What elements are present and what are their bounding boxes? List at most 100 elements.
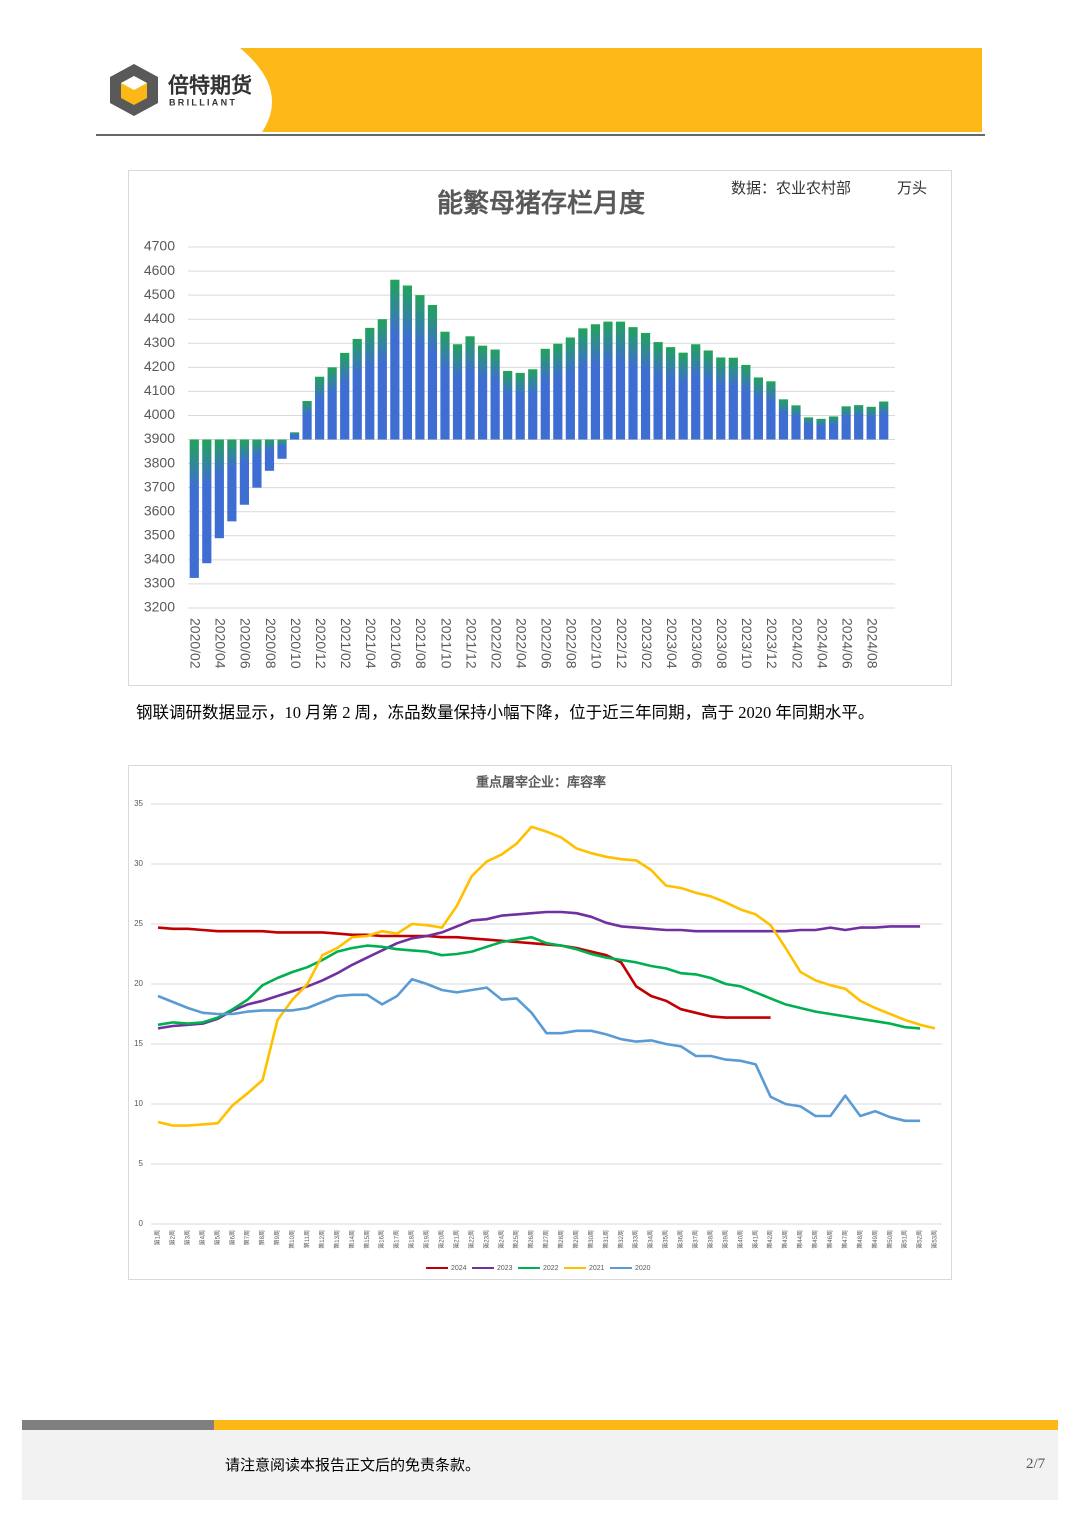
x-tick-label: 第47周 <box>841 1230 849 1249</box>
x-tick-label: 第18周 <box>408 1230 416 1249</box>
bar <box>402 285 412 440</box>
bar <box>289 432 300 440</box>
y-tick-label: 3400 <box>144 551 175 567</box>
y-tick-label: 4100 <box>144 382 175 398</box>
y-tick-label: 4700 <box>144 238 175 254</box>
line-series <box>157 977 921 1123</box>
bar <box>477 345 488 440</box>
bar <box>766 381 776 440</box>
header-band <box>240 48 982 132</box>
line-series <box>157 910 921 1030</box>
bar <box>803 417 814 440</box>
x-tick-label: 第25周 <box>512 1230 520 1249</box>
y-tick-label: 4500 <box>144 286 175 302</box>
x-tick-label: 第21周 <box>452 1230 460 1249</box>
x-tick-label: 第49周 <box>871 1230 879 1249</box>
x-tick-label: 2023/06 <box>689 618 705 669</box>
y-tick-label: 25 <box>134 919 143 928</box>
x-tick-label: 第20周 <box>437 1230 445 1249</box>
y-tick-label: 3600 <box>144 502 175 518</box>
y-tick-label: 5 <box>139 1159 144 1168</box>
bar <box>189 439 199 578</box>
x-tick-label: 2023/02 <box>639 618 655 669</box>
x-tick-label: 2022/06 <box>539 618 555 669</box>
x-tick-label: 第50周 <box>886 1230 894 1249</box>
chart-title: 重点屠宰企业：库容率 <box>476 774 606 789</box>
x-tick-label: 第13周 <box>333 1230 341 1249</box>
bar <box>678 352 688 440</box>
x-tick-label: 2020/04 <box>213 618 229 669</box>
bar <box>452 344 463 440</box>
footer-area <box>22 1430 1058 1500</box>
x-tick-label: 第51周 <box>901 1230 909 1249</box>
x-tick-label: 第28周 <box>557 1230 565 1249</box>
bar <box>653 342 663 440</box>
legend-label: 2021 <box>589 1265 605 1272</box>
footer-bar-gray <box>22 1420 214 1430</box>
x-tick-label: 第4周 <box>198 1230 206 1245</box>
x-tick-label: 第26周 <box>527 1230 535 1249</box>
x-tick-label: 第23周 <box>482 1230 490 1249</box>
bar <box>340 352 350 440</box>
chart-source: 数据：农业农村部 <box>731 180 851 197</box>
line-series <box>157 935 921 1030</box>
bar <box>277 439 287 459</box>
footer-notice: 请注意阅读本报告正文后的免责条款。 <box>225 1458 481 1474</box>
bar <box>640 332 651 440</box>
page-number: 2/7 <box>1026 1456 1046 1472</box>
x-tick-label: 2020/06 <box>238 618 254 669</box>
legend-label: 2024 <box>451 1265 467 1272</box>
x-tick-label: 第45周 <box>811 1230 819 1249</box>
x-tick-label: 2024/02 <box>789 618 805 669</box>
x-tick-label: 第11周 <box>303 1230 311 1248</box>
x-tick-label: 第27周 <box>542 1230 550 1249</box>
bar <box>315 376 325 440</box>
bar <box>503 370 513 440</box>
x-tick-label: 第1周 <box>154 1230 162 1245</box>
x-tick-label: 第8周 <box>258 1230 266 1245</box>
bar <box>553 343 563 440</box>
bar <box>879 401 889 440</box>
bar <box>465 336 475 440</box>
x-tick-label: 第42周 <box>766 1230 774 1249</box>
line-series <box>157 825 936 1127</box>
x-tick-label: 2021/08 <box>413 618 429 669</box>
x-tick-label: 2020/12 <box>313 618 329 669</box>
x-tick-label: 2023/08 <box>714 618 730 669</box>
y-tick-label: 3800 <box>144 454 175 470</box>
y-tick-label: 4600 <box>144 262 175 278</box>
x-tick-label: 第39周 <box>721 1230 729 1249</box>
x-tick-label: 第35周 <box>662 1230 670 1249</box>
x-tick-label: 2021/04 <box>363 618 379 669</box>
bar <box>427 305 438 440</box>
x-tick-label: 第5周 <box>213 1230 221 1245</box>
bar <box>854 405 864 440</box>
bar <box>264 439 275 471</box>
paragraph: 钢联调研数据显示，10 月第 2 周，冻品数量保持小幅下降，位于近三年同期，高于… <box>136 703 875 722</box>
bar <box>628 327 638 440</box>
x-tick-label: 第43周 <box>781 1230 789 1249</box>
x-tick-label: 2021/06 <box>388 618 404 669</box>
bar <box>791 405 801 440</box>
x-tick-label: 第33周 <box>632 1230 640 1249</box>
x-tick-label: 2022/04 <box>513 618 529 669</box>
y-tick-label: 15 <box>134 1039 143 1048</box>
y-tick-label: 4200 <box>144 358 175 374</box>
chart: 能繁母猪存栏月度 数据：农业农村部 万头 3200 3300 3400 3500 360… <box>128 170 952 686</box>
x-tick-label: 2023/04 <box>664 618 680 669</box>
x-tick-label: 第16周 <box>378 1230 386 1249</box>
bar <box>202 439 212 564</box>
bar <box>239 439 250 505</box>
line-series <box>157 926 771 1019</box>
bar <box>214 439 224 539</box>
x-tick-label: 第2周 <box>169 1230 177 1245</box>
bar <box>515 372 525 440</box>
y-tick-label: 4400 <box>144 310 175 326</box>
y-tick-label: 20 <box>134 979 143 988</box>
bar <box>753 377 763 440</box>
bar <box>841 406 851 440</box>
logo-en: BRILLIANT <box>169 97 237 107</box>
x-tick-label: 第37周 <box>692 1230 700 1249</box>
y-tick-label: 4300 <box>144 334 175 350</box>
